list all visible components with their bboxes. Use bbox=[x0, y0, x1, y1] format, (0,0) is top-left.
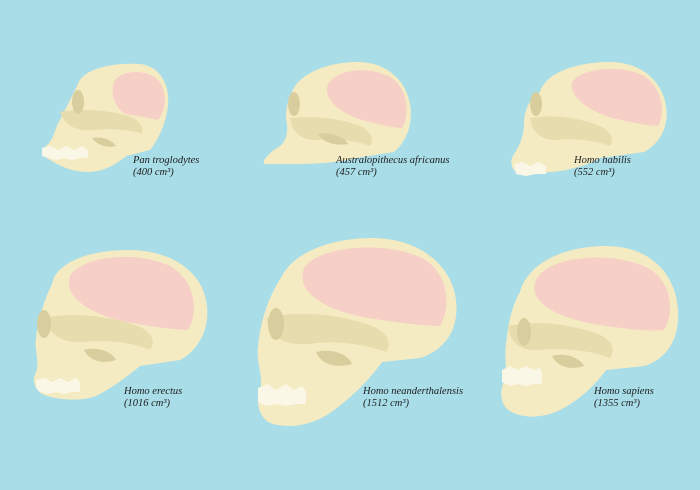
species-label: Homo habilis bbox=[574, 155, 631, 166]
skull-habilis bbox=[511, 62, 667, 176]
caption-sapiens: Homo sapiens (1355 cm³) bbox=[594, 386, 654, 410]
species-label: Homo neanderthalensis bbox=[363, 386, 464, 397]
volume-label: (1512 cm³) bbox=[363, 398, 410, 409]
caption-australopithecus: Australopithecus africanus (457 cm³) bbox=[336, 155, 449, 179]
caption-erectus: Homo erectus (1016 cm³) bbox=[124, 386, 182, 410]
volume-label: (552 cm³) bbox=[574, 167, 615, 178]
volume-label: (1016 cm³) bbox=[124, 398, 171, 409]
volume-label: (400 cm³) bbox=[133, 167, 174, 178]
species-label: Australopithecus africanus bbox=[336, 155, 450, 166]
volume-label: (457 cm³) bbox=[336, 167, 377, 178]
caption-habilis: Homo habilis (552 cm³) bbox=[574, 155, 631, 179]
species-label: Pan troglodytes bbox=[133, 155, 200, 166]
skull-sapiens bbox=[501, 246, 679, 417]
species-label: Homo sapiens bbox=[594, 386, 654, 397]
skull-pan bbox=[42, 63, 169, 172]
volume-label: (1355 cm³) bbox=[594, 398, 641, 409]
caption-neanderthalensis: Homo neanderthalensis (1512 cm³) bbox=[363, 386, 463, 410]
skull-erectus bbox=[34, 250, 208, 400]
caption-pan: Pan troglodytes (400 cm³) bbox=[133, 155, 199, 179]
skull-neanderthalensis bbox=[257, 238, 457, 426]
species-label: Homo erectus bbox=[124, 386, 183, 397]
skull-australopithecus bbox=[263, 62, 411, 164]
